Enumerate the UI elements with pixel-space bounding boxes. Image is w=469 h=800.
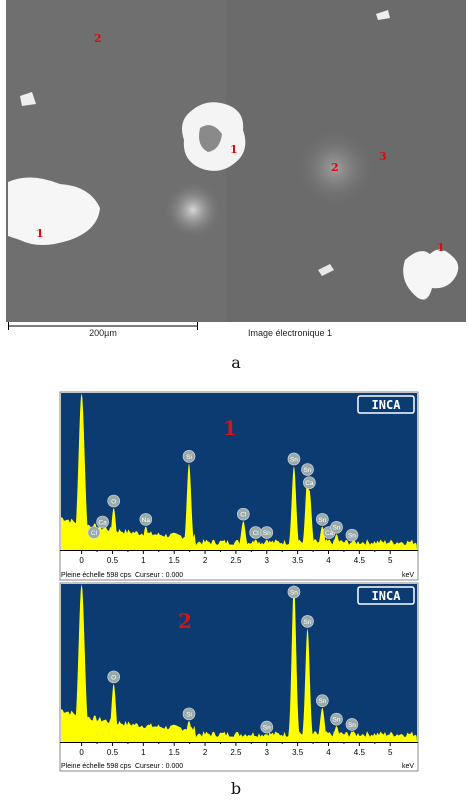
sem-marker: 1 [437,241,445,254]
x-tick-label: 2.5 [230,748,242,757]
x-tick-label: 0.5 [107,748,119,757]
sem-marker: 2 [94,32,102,45]
x-tick-label: 1 [141,556,146,565]
x-tick-label: 5 [388,748,393,757]
peak-label: Sn [318,517,326,524]
sem-marker: 1 [36,227,44,240]
x-axis-label: keV [402,763,414,770]
peak-label: Sn [263,530,271,537]
peak-label: Ca [305,480,314,487]
sem-image: 2 1 2 3 1 1 [6,0,466,322]
x-tick-label: 3.5 [292,748,304,757]
x-tick-label: 4.5 [354,748,366,757]
sem-marker: 3 [379,150,387,163]
peak-label: Cl [240,512,247,519]
sem-marker: 1 [230,143,238,156]
panel-label: b [231,779,241,798]
x-tick-label: 1.5 [169,748,181,757]
spectrum-title: 2 [178,609,192,633]
peak-label: Ca [98,519,107,526]
peak-label: Cl [253,530,260,537]
x-tick-label: 0 [79,556,84,565]
x-tick-label: 3.5 [292,556,304,565]
peak-label: Sn [333,717,341,724]
x-tick-label: 2 [203,748,208,757]
spectrum-footer: Pleine échelle 598 cps Curseur : 0.000 [61,572,183,579]
peak-label: Sn [290,590,298,597]
peak-label: Na [142,517,151,524]
logo: INCA [372,589,402,603]
panel-label: a [231,353,241,372]
peak-label: Sn [318,698,326,705]
image-caption: Image électronique 1 [248,328,332,338]
x-tick-label: 0.5 [107,556,119,565]
peak-label: Sn [348,533,356,540]
x-tick-label: 4 [326,748,331,757]
x-tick-label: 3 [265,556,270,565]
peak-label: Sn [263,725,271,732]
sem-marker: 2 [331,161,339,174]
figure: 2 1 2 3 1 1 200µm Image électronique 1 a… [0,0,469,800]
peak-label: Si [186,454,192,461]
logo: INCA [372,398,402,412]
x-tick-label: 1 [141,748,146,757]
x-tick-label: 4.5 [354,556,366,565]
peak-label: O [111,498,116,505]
peak-label: Sn [290,456,298,463]
x-axis-label: keV [402,572,414,579]
peak-label: Si [186,711,192,718]
x-tick-label: 0 [79,748,84,757]
x-tick-label: 5 [388,556,393,565]
scale-label: 200µm [89,328,117,338]
peak-label: Sn [304,619,312,626]
peak-label: Sn [304,467,312,474]
x-tick-label: 1.5 [169,556,181,565]
peak-label: O [111,674,116,681]
peak-label: Sn [348,722,356,729]
peak-label: Sn [333,525,341,532]
x-tick-label: 4 [326,556,331,565]
x-tick-label: 2.5 [230,556,242,565]
peak-label: Cl [91,530,98,537]
spectrum-title: 1 [223,416,237,440]
x-tick-label: 2 [203,556,208,565]
x-tick-label: 3 [265,748,270,757]
spectrum-footer: Pleine échelle 598 cps Curseur : 0.000 [61,763,183,770]
spectrum-panel: O Si Sn Sn Sn Sn Sn Sn 0 0.5 1 1.5 2 2.5 3 3.5 4 4.5 5 keV P… [60,583,418,771]
